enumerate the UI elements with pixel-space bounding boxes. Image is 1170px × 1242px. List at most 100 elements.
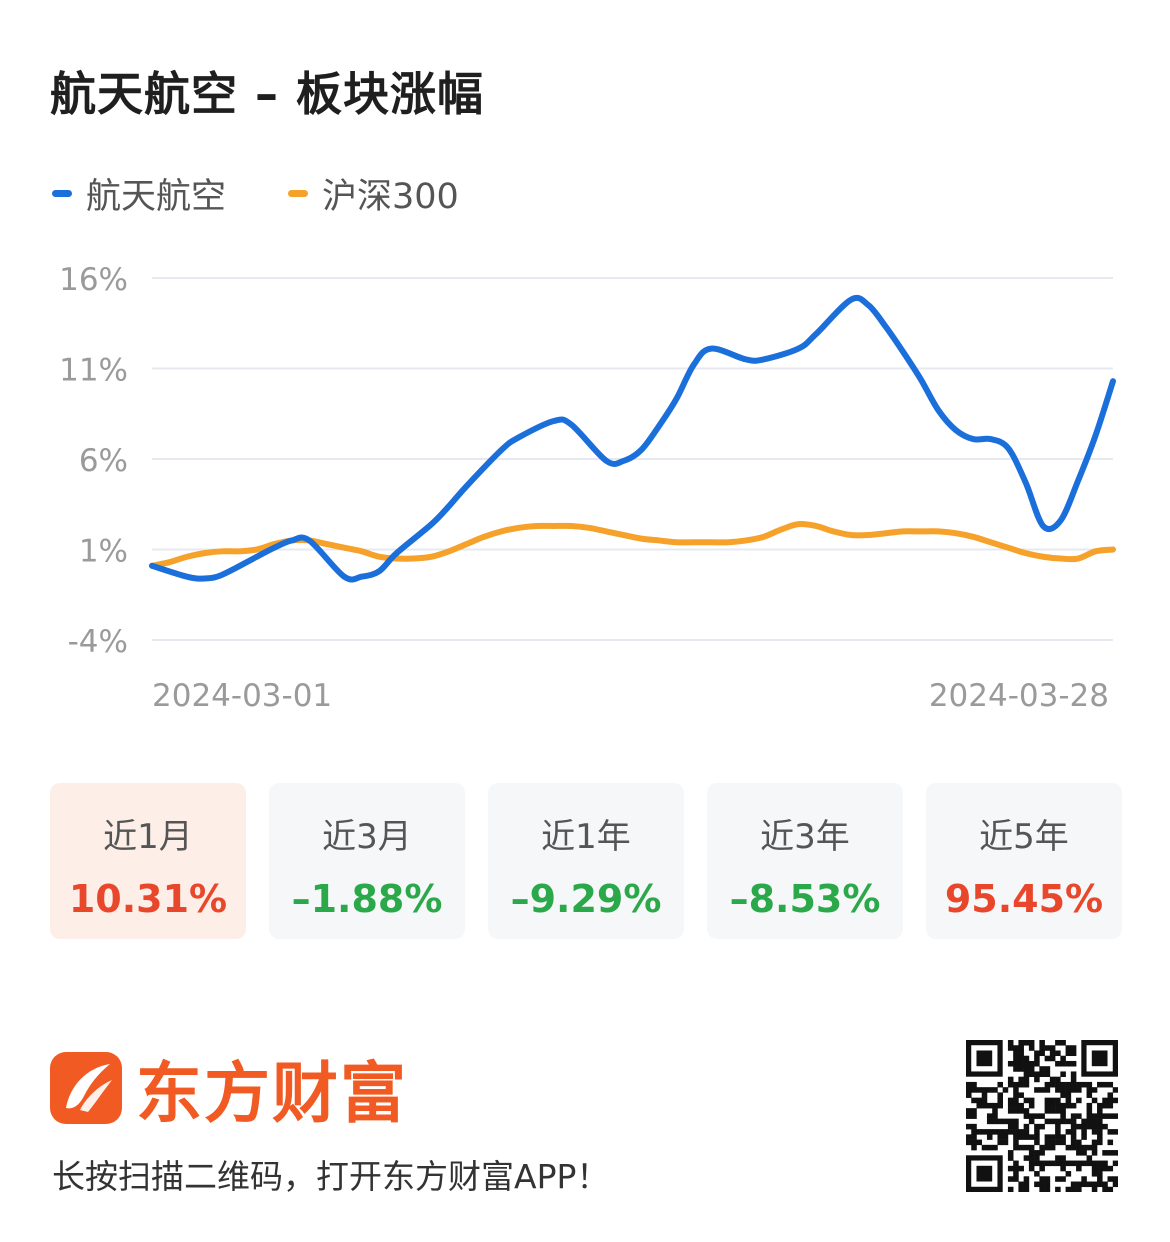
qr-module [1013, 1129, 1019, 1135]
qr-module [997, 1118, 1003, 1125]
qr-module [1060, 1118, 1066, 1125]
qr-module [997, 1134, 1003, 1140]
qr-module [1065, 1160, 1072, 1167]
qr-module [981, 1102, 988, 1109]
qr-module [1039, 1087, 1045, 1093]
qr-module [1013, 1060, 1019, 1067]
qr-module [981, 1129, 988, 1135]
qr-module [1044, 1055, 1051, 1062]
qr-module [1023, 1066, 1030, 1072]
qr-module [1039, 1181, 1045, 1188]
qr-finder [976, 1165, 993, 1182]
qr-module [1023, 1108, 1030, 1114]
period-value: –9.29% [510, 877, 662, 921]
qr-module [1013, 1123, 1019, 1130]
qr-module [1034, 1150, 1040, 1156]
y-tick-label: 6% [79, 443, 128, 479]
period-label: 近1年 [541, 817, 631, 857]
qr-module [1097, 1118, 1103, 1125]
qr-module [1076, 1144, 1082, 1151]
legend-label-index: 沪深300 [322, 177, 459, 217]
qr-module [1028, 1060, 1035, 1067]
qr-module [971, 1108, 977, 1114]
qr-module [1007, 1176, 1014, 1182]
brand: 东方财富 [50, 1040, 408, 1136]
qr-module [981, 1087, 988, 1093]
qr-module [1002, 1118, 1009, 1125]
qr-module [1013, 1097, 1019, 1104]
period-label: 近3月 [322, 817, 412, 857]
qr-module [1039, 1045, 1045, 1051]
period-card-3m[interactable]: 近3月 –1.88% [269, 783, 465, 939]
qr-module [1034, 1055, 1040, 1062]
period-card-1m[interactable]: 近1月 10.31% [50, 783, 246, 939]
qr-module [1044, 1144, 1051, 1151]
qr-module [1018, 1134, 1024, 1140]
qr-module [1091, 1087, 1098, 1093]
qr-module [1107, 1129, 1114, 1135]
qr-module [971, 1139, 977, 1146]
qr-module [1018, 1108, 1024, 1114]
qr-module [1044, 1087, 1051, 1093]
qr-module [1060, 1134, 1066, 1140]
qr-module [1028, 1097, 1035, 1104]
qr-module [1034, 1060, 1040, 1067]
qr-module [981, 1092, 988, 1098]
qr-module [1112, 1097, 1118, 1104]
qr-module [1007, 1108, 1014, 1114]
qr-module [1076, 1160, 1082, 1167]
qr-module [1049, 1045, 1056, 1051]
qr-module [1055, 1108, 1061, 1114]
qr-code-icon[interactable] [966, 1040, 1118, 1192]
qr-module [1044, 1186, 1051, 1192]
qr-module [1055, 1097, 1061, 1104]
qr-module [1034, 1171, 1040, 1177]
qr-module [1044, 1045, 1051, 1051]
qr-module [1060, 1081, 1066, 1088]
qr-module [1097, 1102, 1103, 1109]
qr-module [1070, 1081, 1077, 1088]
qr-module [1013, 1102, 1019, 1109]
qr-module [1028, 1150, 1035, 1156]
period-value: 10.31% [68, 877, 228, 921]
qr-module [1028, 1155, 1035, 1161]
qr-module [981, 1097, 988, 1104]
qr-module [1076, 1181, 1082, 1188]
qr-module [1044, 1097, 1051, 1104]
qr-module [1028, 1118, 1035, 1125]
qr-module [1044, 1134, 1051, 1140]
qr-module [986, 1102, 993, 1109]
qr-module [1091, 1129, 1098, 1135]
qr-module [997, 1139, 1003, 1146]
qr-module [1097, 1108, 1103, 1114]
qr-module [966, 1139, 972, 1146]
qr-module [1065, 1171, 1072, 1177]
period-card-5y[interactable]: 近5年 95.45% [926, 783, 1122, 939]
qr-module [1070, 1123, 1077, 1130]
qr-module [1055, 1040, 1061, 1046]
qr-module [1007, 1186, 1014, 1192]
qr-module [1055, 1118, 1061, 1125]
qr-module [1034, 1134, 1040, 1140]
qr-module [1097, 1134, 1103, 1140]
period-card-1y[interactable]: 近1年 –9.29% [488, 783, 684, 939]
qr-module [976, 1129, 983, 1135]
period-card-3y[interactable]: 近3年 –8.53% [707, 783, 903, 939]
qr-module [1023, 1055, 1030, 1062]
qr-module [1060, 1060, 1066, 1067]
qr-module [1018, 1040, 1024, 1046]
qr-module [1055, 1060, 1061, 1067]
qr-module [1028, 1113, 1035, 1119]
qr-module [1076, 1087, 1082, 1093]
qr-module [1013, 1160, 1019, 1167]
qr-module [1028, 1102, 1035, 1109]
qr-module [1086, 1181, 1093, 1188]
qr-module [1097, 1139, 1103, 1146]
qr-module [1081, 1144, 1087, 1151]
qr-module [1018, 1144, 1024, 1151]
qr-module [971, 1134, 977, 1140]
qr-module [966, 1113, 972, 1119]
qr-module [992, 1144, 998, 1151]
qr-module [1007, 1097, 1014, 1104]
qr-module [1034, 1181, 1040, 1188]
